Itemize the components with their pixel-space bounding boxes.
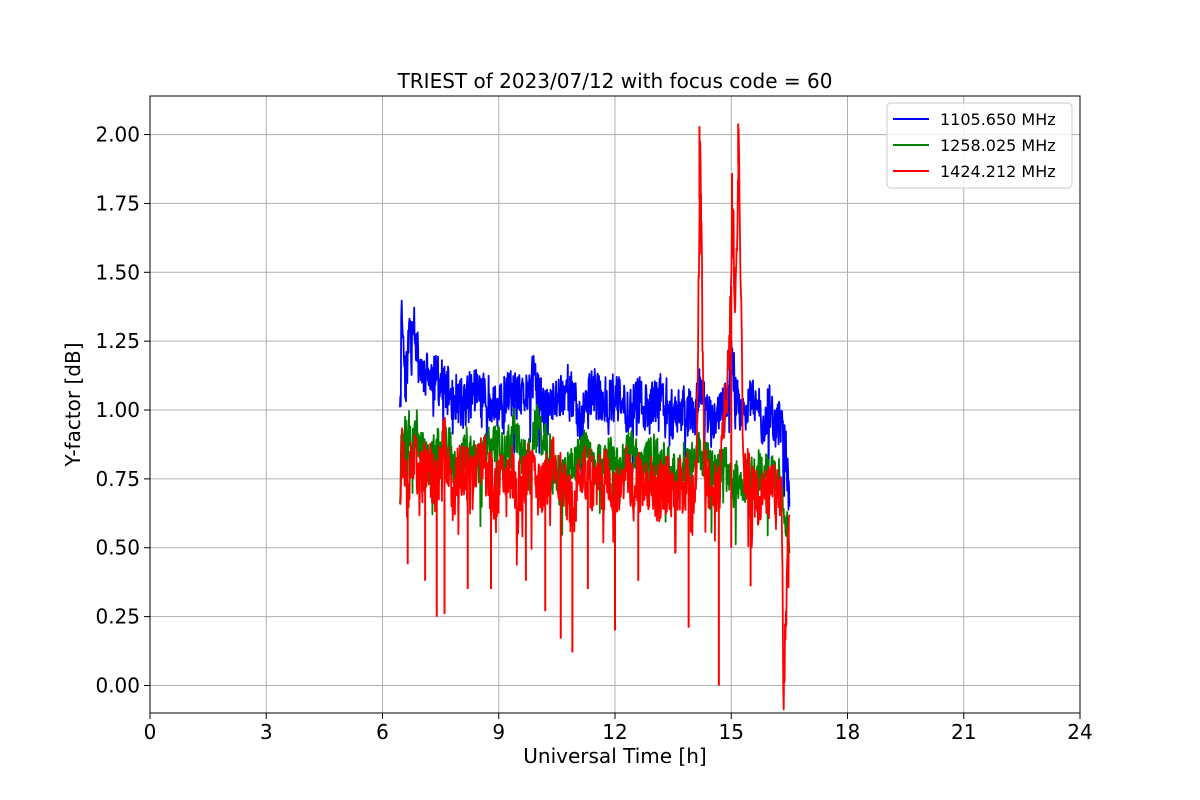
legend-frame	[886, 102, 1073, 189]
legend-label: 1424.212 MHz	[940, 162, 1056, 181]
series-line-1	[399, 403, 791, 559]
x-tick-label: 12	[602, 720, 627, 744]
x-axis-ticks: 0 3 6 9 12 15 18 21 24	[144, 713, 1093, 744]
x-tick-label: 15	[719, 720, 744, 744]
y-tick-label: 0.75	[95, 467, 140, 491]
y-axis-ticks: 0.00 0.25 0.50 0.75 1.00 1.25 1.50 1.75 2.00	[95, 123, 150, 697]
x-tick-label: 6	[376, 720, 389, 744]
y-tick-label: 0.00	[95, 673, 140, 697]
x-tick-label: 3	[260, 720, 273, 744]
y-tick-label: 1.00	[95, 398, 140, 422]
legend: 1105.650 MHz 1258.025 MHz 1424.212 MHz	[886, 102, 1073, 189]
legend-label: 1105.650 MHz	[940, 110, 1056, 129]
series-lines	[399, 123, 791, 711]
y-tick-label: 1.75	[95, 191, 140, 215]
y-tick-label: 0.25	[95, 605, 140, 629]
y-axis-label: Y-factor [dB]	[61, 342, 85, 467]
chart-title: TRIEST of 2023/07/12 with focus code = 6…	[397, 69, 833, 93]
y-tick-label: 0.50	[95, 536, 140, 560]
x-tick-label: 21	[951, 720, 976, 744]
x-tick-label: 0	[144, 720, 157, 744]
series-line-2	[399, 129, 791, 711]
legend-label: 1258.025 MHz	[940, 136, 1056, 155]
x-tick-label: 18	[835, 720, 860, 744]
y-tick-label: 1.50	[95, 260, 140, 284]
y-tick-label: 1.25	[95, 329, 140, 353]
x-tick-label: 9	[492, 720, 505, 744]
x-axis-label: Universal Time [h]	[523, 744, 706, 768]
y-tick-label: 2.00	[95, 123, 140, 147]
legend-entries: 1105.650 MHz 1258.025 MHz 1424.212 MHz	[893, 110, 1056, 181]
x-tick-label: 24	[1067, 720, 1092, 744]
